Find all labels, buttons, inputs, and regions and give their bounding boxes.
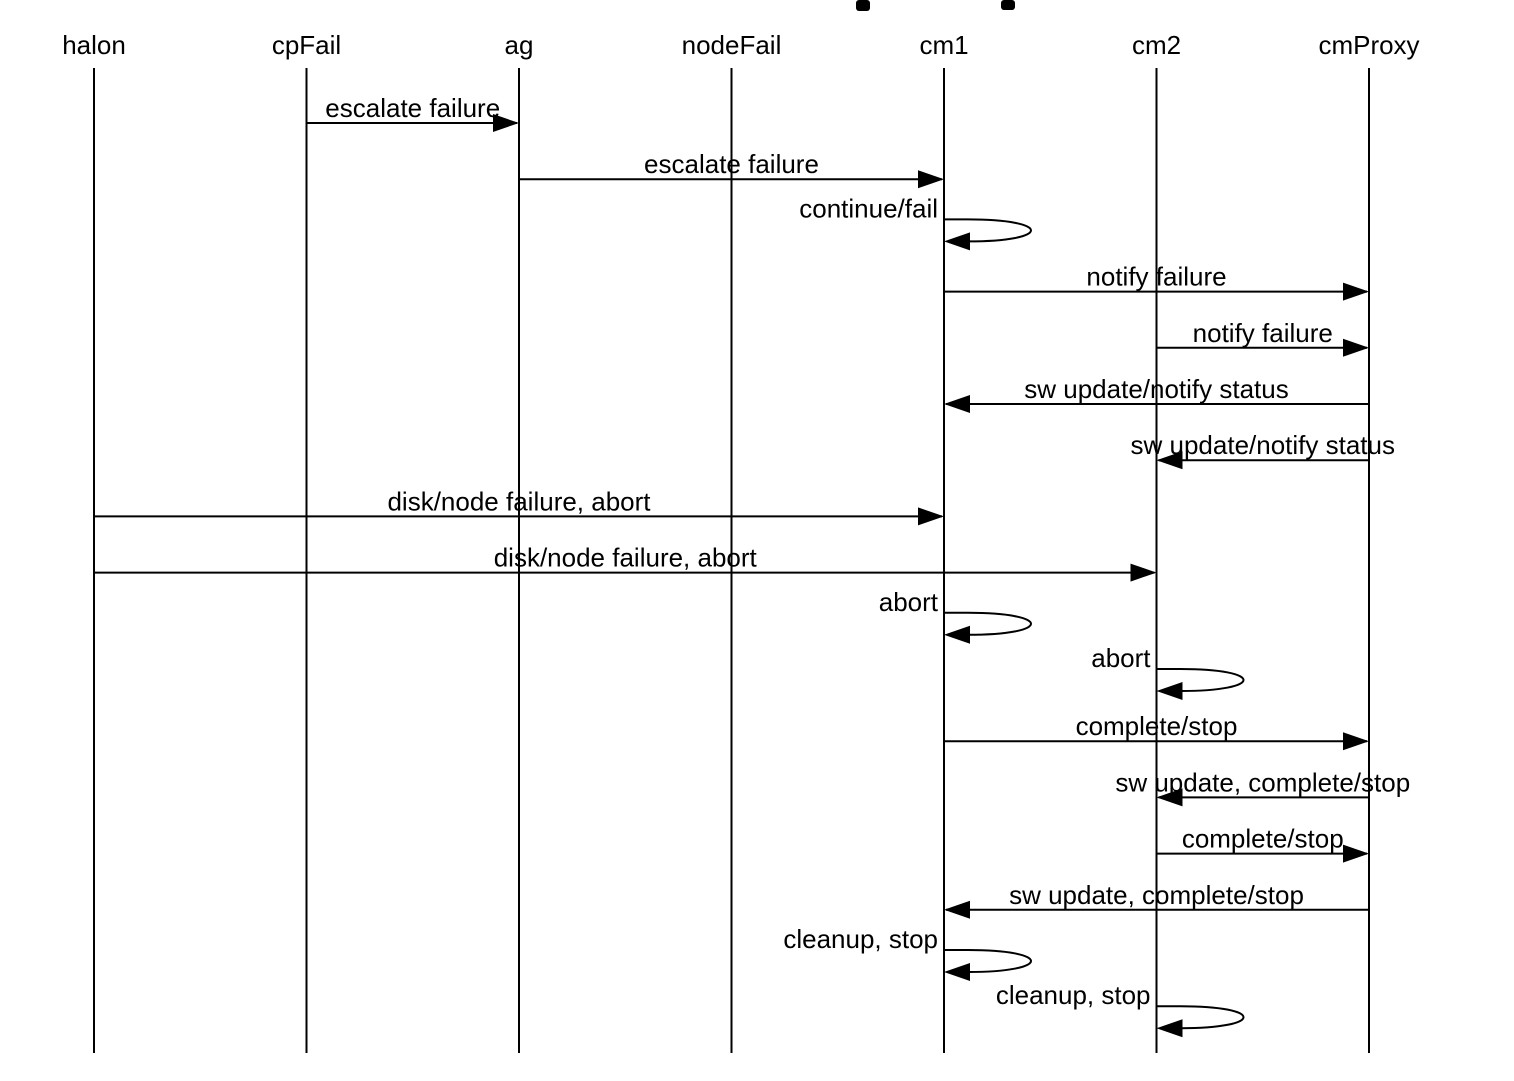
arrowhead	[1156, 682, 1183, 700]
participant-halon: halon	[62, 30, 126, 60]
arrowhead	[1156, 788, 1183, 807]
participant-cpFail: cpFail	[272, 30, 341, 60]
arrowhead	[944, 900, 970, 919]
arrowhead	[1343, 844, 1369, 863]
participant-ag: ag	[505, 30, 534, 60]
message-2: escalate failure	[519, 149, 944, 189]
message-12: complete/stop	[944, 711, 1369, 751]
message-label: sw update, complete/stop	[1009, 880, 1304, 910]
message-label: notify failure	[1086, 262, 1226, 292]
message-label: disk/node failure, abort	[494, 543, 758, 573]
message-15: sw update, complete/stop	[944, 880, 1369, 919]
arrowhead	[1156, 451, 1183, 470]
arrowhead	[1343, 732, 1369, 751]
message-label: sw update/notify status	[1024, 374, 1288, 404]
message-label: notify failure	[1193, 318, 1333, 348]
message-label: sw update, complete/stop	[1115, 767, 1410, 797]
message-17: cleanup, stop	[996, 980, 1245, 1038]
arrowhead	[944, 232, 970, 251]
self-loop	[944, 949, 1032, 973]
message-label: abort	[879, 587, 939, 617]
message-label: continue/fail	[799, 193, 938, 223]
message-label: escalate failure	[325, 93, 500, 123]
participant-cmProxy: cmProxy	[1318, 30, 1419, 60]
message-label: cleanup, stop	[996, 980, 1151, 1010]
message-10: abort	[879, 587, 1032, 644]
arrowhead	[493, 114, 519, 132]
message-9: disk/node failure, abort	[94, 543, 1157, 582]
message-8: disk/node failure, abort	[94, 486, 944, 526]
self-loop	[944, 218, 1032, 243]
message-14: complete/stop	[1156, 824, 1369, 863]
message-7: sw update/notify status	[1131, 430, 1395, 470]
arrowhead	[944, 963, 970, 981]
arrowhead	[918, 507, 944, 526]
message-label: complete/stop	[1076, 711, 1238, 741]
participant-cm2: cm2	[1132, 30, 1181, 60]
arrowhead	[944, 395, 970, 413]
message-4: notify failure	[944, 262, 1369, 301]
participant-cm1: cm1	[919, 30, 968, 60]
message-11: abort	[1091, 643, 1245, 700]
clipped-title-fragment	[856, 0, 1015, 11]
participant-nodeFail: nodeFail	[682, 30, 782, 60]
message-1: escalate failure	[306, 93, 519, 132]
arrowhead	[1343, 338, 1369, 357]
message-5: notify failure	[1156, 318, 1369, 357]
arrowhead	[1156, 1019, 1183, 1038]
message-label: complete/stop	[1182, 824, 1344, 854]
message-label: disk/node failure, abort	[387, 486, 651, 516]
arrowhead	[918, 170, 944, 189]
message-13: sw update, complete/stop	[1115, 767, 1410, 807]
self-loop	[1156, 1005, 1245, 1030]
message-label: cleanup, stop	[783, 924, 938, 954]
message-16: cleanup, stop	[783, 924, 1032, 981]
self-loop	[1156, 668, 1245, 692]
arrowhead	[1130, 563, 1157, 582]
message-label: escalate failure	[644, 149, 819, 179]
arrowhead	[944, 625, 970, 644]
message-label: sw update/notify status	[1131, 430, 1395, 460]
message-3: continue/fail	[799, 193, 1032, 251]
self-loop	[944, 611, 1032, 636]
message-label: abort	[1091, 643, 1151, 673]
message-6: sw update/notify status	[944, 374, 1369, 413]
arrowhead	[1343, 282, 1369, 301]
